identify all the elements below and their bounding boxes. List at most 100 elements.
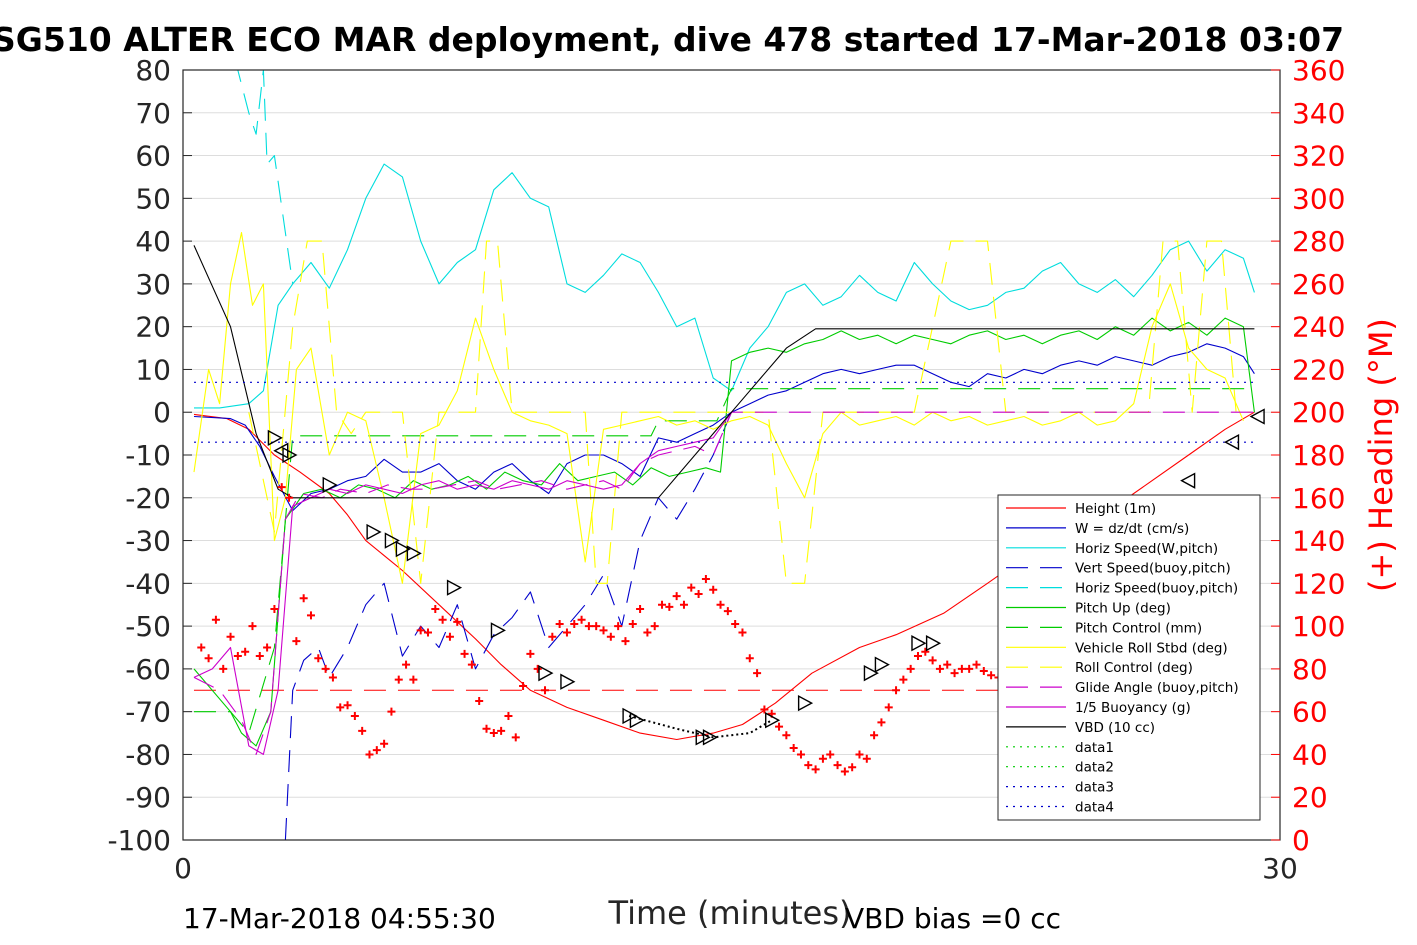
right-tick-label: 180 [1292,439,1345,472]
legend-label: Roll Control (deg) [1075,660,1193,676]
heading-point [913,652,922,661]
heading-point [738,628,747,637]
chart-legend: Height (1m) W = dz/dt (cm/s) Horiz Speed(W… [997,494,1261,821]
heading-point [877,718,886,727]
heading-point [796,750,805,759]
legend-label: VBD (10 cc) [1075,720,1155,736]
y-tick-label: 60 [135,140,171,173]
legend-box [997,494,1261,821]
heading-point [533,664,542,673]
height-marker [702,729,719,746]
legend-label: Vert Speed(buoy,pitch) [1075,561,1231,577]
heading-point [548,632,557,641]
heading-point [650,622,659,631]
series-glide-angle-buoy-pitch [193,411,1255,755]
heading-point [219,664,228,673]
right-axis-label: (+) Heading (°M) [1362,318,1400,592]
right-tick-label: 360 [1292,54,1345,87]
legend-label: Horiz Speed(buoy,pitch) [1075,581,1238,597]
heading-point [299,594,308,603]
y-tick-label: -100 [107,824,171,857]
heading-point [614,622,623,631]
heading-point [350,711,359,720]
heading-point [694,590,703,599]
series-vbd-10-cc [193,245,1255,499]
height-marker [629,712,645,729]
y-tick-label: -70 [125,696,171,729]
heading-point [519,682,528,690]
heading-point [314,654,323,663]
heading-point [716,600,725,609]
right-tick-label: 60 [1292,696,1328,729]
heading-point [197,643,206,652]
height-marker [925,635,942,652]
heading-point [365,750,374,759]
right-tick-label: 220 [1292,353,1345,386]
heading-point [467,660,476,669]
height-marker [322,476,338,494]
legend-label: data3 [1075,780,1114,796]
heading-point [204,654,213,663]
y-tick-label: 50 [135,182,171,215]
heading-point [965,664,974,673]
heading-point [628,619,637,628]
heading-point [372,746,381,755]
heading-point [906,664,915,673]
heading-point [775,722,784,731]
y-tick-label: -40 [125,567,171,600]
heading-point [658,600,667,609]
heading-point [935,664,944,673]
heading-point [665,602,674,611]
heading-point [460,649,469,658]
heading-point [358,726,367,735]
heading-point [848,763,857,772]
heading-point [577,615,586,624]
series-layer [193,69,1255,841]
heading-point [570,619,579,628]
height-marker [384,532,400,549]
right-tick-label: 20 [1292,781,1328,814]
heading-point [497,726,506,735]
heading-point [285,493,294,502]
heading-point [321,664,330,673]
right-tick-label: 340 [1292,97,1345,130]
right-tick-label: 280 [1292,225,1345,258]
series-1-5-buoyancy-g [193,411,732,755]
heading-point [387,707,396,716]
y-tick-label: -10 [125,439,171,472]
height-marker [874,656,890,673]
footer-timestamp: 17-Mar-2018 04:55:30 [183,902,496,935]
heading-point [526,649,535,658]
height-marker [765,712,781,729]
heading-point [943,660,952,669]
height-marker [1223,433,1240,451]
heading-point [928,656,937,665]
heading-point [606,632,615,641]
heading-point [504,711,513,720]
heading-point [972,660,981,669]
y-tick-label: 20 [135,311,171,344]
heading-point [431,605,440,613]
legend-label: Pitch Control (mm) [1075,620,1202,636]
height-marker [366,523,382,541]
right-tick-label: 140 [1292,525,1345,558]
heading-point [511,733,520,742]
heading-point [255,652,264,661]
heading-point [621,637,630,646]
height-marker [622,707,638,725]
y-tick-label: 0 [153,396,171,429]
heading-point [599,626,608,635]
x-tick-label: 0 [174,852,192,885]
footer-vbd-bias: VBD bias =0 cc [845,902,1061,935]
heading-point [987,671,996,680]
heading-point [899,675,908,684]
heading-point [760,705,769,714]
legend-label: Horiz Speed(W,pitch) [1075,541,1218,557]
heading-point [584,622,593,631]
right-tick-label: 100 [1292,610,1345,643]
legend-label: data1 [1075,740,1114,756]
x-tick-label: 30 [1262,852,1298,885]
height-marker [695,729,711,746]
heading-point [277,483,286,492]
